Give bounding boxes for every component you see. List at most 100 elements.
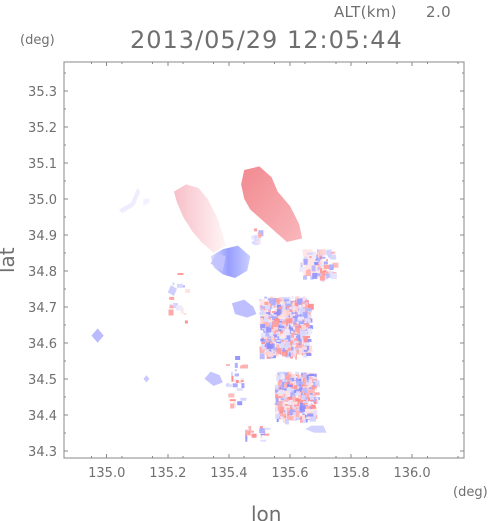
echo-pixel [233,401,236,408]
echo-pixel [298,305,302,308]
echo-pixel [291,311,297,315]
echo-pixel [271,343,275,349]
echo-pixel [288,403,293,406]
echo-pixel [237,401,243,406]
echo-pixel [317,267,320,271]
echo-pixel [304,300,308,303]
y-tick-label: 35.0 [28,193,57,208]
echo-pixel [303,275,307,280]
echo-pixel [273,329,279,335]
chart-title: 2013/05/29 12:05:44 [130,26,403,54]
echo-pixel [321,271,325,276]
echo-pixel [312,272,318,279]
echo-patch-middle-blue-streak [231,299,257,318]
echo-pixel [260,433,265,436]
echo-pixel [259,299,266,306]
echo-pixel [293,394,296,397]
echo-patch-central-pink-ridge [173,184,226,253]
echo-pixel [271,331,276,334]
echo-pixel [251,235,255,240]
echo-pixel [281,347,286,350]
echo-pixel [284,299,289,302]
echo-pixel [322,256,326,259]
echo-pixel [286,374,290,381]
echo-pixel [306,345,309,350]
echo-pixel [291,381,294,384]
echo-pixel [276,323,283,327]
echo-pixel [284,332,291,335]
echo-pixel [263,352,268,355]
echo-patch-west-isolated-blue [91,328,104,343]
echo-pixel [297,378,302,381]
echo-pixel [306,252,313,255]
echo-pixel [299,347,305,353]
echo-pixel [292,337,295,340]
echo-pixel [293,334,297,338]
echo-pixel [287,411,293,414]
echo-pixel [304,256,308,259]
echo-pixel [293,326,297,330]
echo-pixel [263,336,267,339]
echo-pixel [284,332,287,337]
echo-pixel [306,270,311,276]
echo-pixel [268,330,272,336]
echo-pixel [283,310,287,315]
echo-pixel [317,251,320,258]
echo-pixel [293,385,298,390]
echo-pixel [309,412,313,415]
echo-pixel [287,396,292,400]
echo-pixel [299,266,306,272]
echo-pixel [295,306,299,312]
echo-pixel [309,415,316,422]
echo-pixel [295,321,299,324]
echo-pixel [296,349,300,352]
echo-pixel [293,340,298,344]
echo-pixel [226,364,230,366]
y-axis-label: lat [0,247,19,273]
echo-pixel [241,383,245,389]
echo-pixel [282,306,284,313]
echo-pixel [231,375,234,382]
echo-pixel [278,397,282,403]
echo-pixel [305,263,310,267]
echo-pixel [292,302,295,307]
echo-patch-south-central-blue [204,371,223,386]
echo-pixel [263,349,269,352]
echo-pixel [311,265,316,272]
echo-pixel [307,333,311,336]
echo-pixel [260,332,267,338]
echo-pixel [271,329,275,332]
echo-pixel [292,313,296,318]
echo-pixel [294,391,300,395]
echo-pixel [285,418,289,425]
echo-pixel [260,318,264,324]
echo-pixel [299,375,302,378]
echo-pixel [264,433,270,436]
echo-pixel [306,374,309,380]
echo-pixel [278,373,283,378]
echo-pixel [295,398,300,402]
echo-pixel [304,316,310,322]
echo-pixel [292,411,296,416]
echo-pixel [302,414,305,420]
echo-pixel [234,362,238,368]
echo-pixel [285,409,287,415]
echo-pixel [235,356,241,360]
echo-pixel [273,347,277,351]
echo-pixel [302,387,308,393]
echo-pixel [301,346,305,350]
x-tick-label: 136.0 [393,466,430,481]
echo-pixel [264,296,268,299]
echo-pixel [278,332,282,337]
echo-pixel [275,385,279,388]
echo-pixel [292,373,296,379]
echo-pixel [275,413,282,419]
echo-pixel [298,341,301,344]
echo-pixel [271,310,276,313]
echo-pixel [260,434,263,439]
echo-pixel [298,348,302,355]
echo-pixel [239,365,245,369]
echo-pixel [256,240,261,243]
x-tick-label: 135.6 [271,466,308,481]
echo-pixel [261,341,266,344]
